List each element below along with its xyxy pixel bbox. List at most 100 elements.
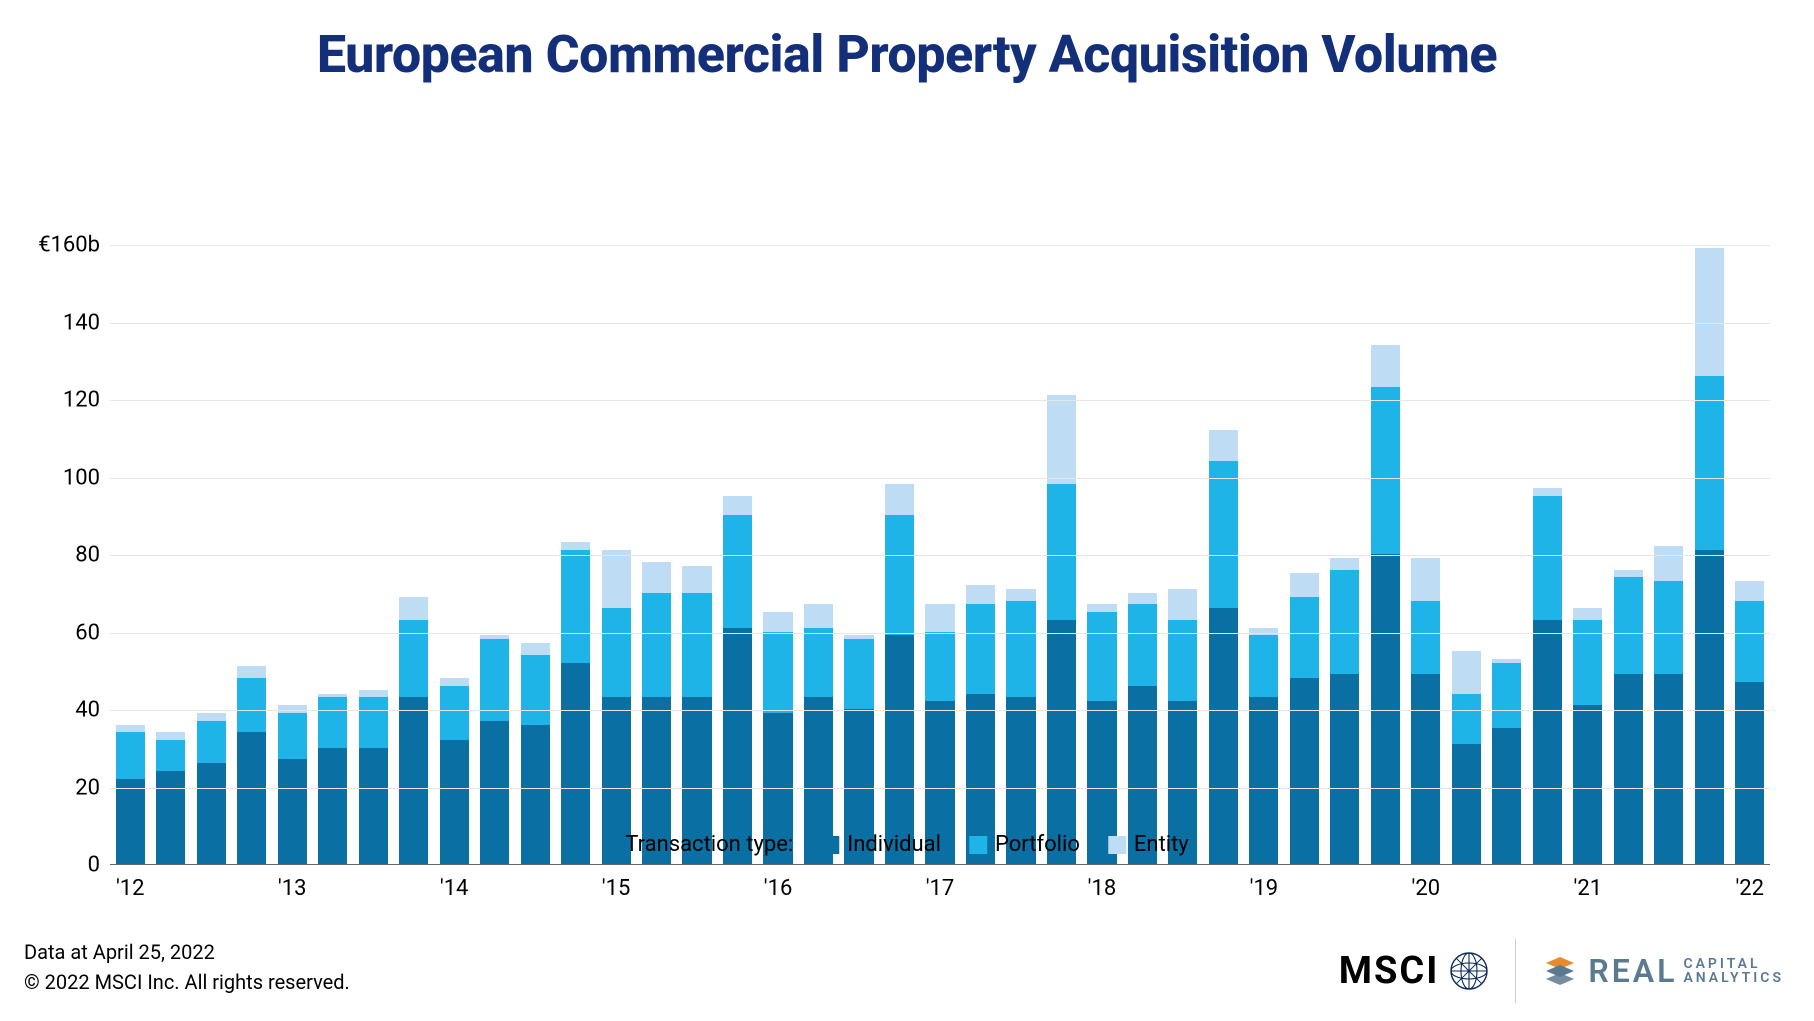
bar-segment-entity <box>480 635 509 639</box>
gridline <box>110 323 1770 324</box>
bar-segment-portfolio <box>440 686 469 740</box>
legend-item-portfolio: Portfolio <box>969 832 1080 857</box>
gridline <box>110 400 1770 401</box>
bar-segment-portfolio <box>1452 694 1481 744</box>
bar-segment-entity <box>1492 659 1521 663</box>
bar-segment-entity <box>1209 430 1238 461</box>
bar-segment-individual <box>561 663 590 865</box>
x-tick-label: '22 <box>1735 864 1764 901</box>
bar-segment-portfolio <box>156 740 185 771</box>
bar-segment-entity <box>521 643 550 655</box>
bar-segment-entity <box>966 585 995 604</box>
bar-segment-entity <box>682 566 711 593</box>
bar-segment-individual <box>237 732 266 864</box>
bar-segment-portfolio <box>1614 577 1643 674</box>
x-tick-label: '16 <box>764 864 793 901</box>
bar-segment-portfolio <box>521 655 550 725</box>
bar-segment-portfolio <box>1128 604 1157 685</box>
bar-segment-portfolio <box>1087 612 1116 701</box>
bar-segment-individual <box>1330 674 1359 864</box>
bar-segment-individual <box>1047 620 1076 864</box>
bar-segment-individual <box>440 740 469 864</box>
bar-segment-portfolio <box>399 620 428 698</box>
y-tick-label: 0 <box>88 853 110 878</box>
bar-segment-entity <box>1290 573 1319 596</box>
bar-segment-individual <box>399 697 428 864</box>
gridline <box>110 555 1770 556</box>
bar-segment-portfolio <box>1695 376 1724 550</box>
bar-segment-individual <box>1614 674 1643 864</box>
bar-segment-individual <box>318 748 347 864</box>
bar-segment-entity <box>1573 608 1602 620</box>
bar-segment-entity <box>197 713 226 721</box>
bar-segment-individual <box>1452 744 1481 864</box>
y-tick-label: 80 <box>75 543 110 568</box>
rca-analytics: ANALYTICS <box>1683 971 1784 985</box>
bar-segment-portfolio <box>1330 570 1359 675</box>
bar-segment-portfolio <box>359 697 388 747</box>
bar-segment-individual <box>1249 697 1278 864</box>
bar-segment-portfolio <box>966 604 995 693</box>
bar-segment-portfolio <box>318 697 347 747</box>
bar-segment-portfolio <box>1006 601 1035 698</box>
bar-segment-entity <box>1452 651 1481 694</box>
footer-logos: MSCI REAL CAPITAL ANALYTICS <box>1339 939 1784 1003</box>
rca-real: REAL <box>1588 952 1677 990</box>
msci-logo-text: MSCI <box>1339 949 1440 993</box>
bar-segment-entity <box>1533 488 1562 496</box>
bar-segment-individual <box>723 628 752 864</box>
x-tick-label: '18 <box>1088 864 1117 901</box>
bar-segment-entity <box>116 725 145 733</box>
bar-segment-individual <box>480 721 509 864</box>
bar-segment-portfolio <box>237 678 266 732</box>
bar-segment-individual <box>1290 678 1319 864</box>
bar-segment-entity <box>278 705 307 713</box>
x-tick-label: '19 <box>1250 864 1279 901</box>
bar-segment-portfolio <box>1654 581 1683 674</box>
rca-logo: REAL CAPITAL ANALYTICS <box>1542 952 1784 990</box>
footer-text: Data at April 25, 2022 © 2022 MSCI Inc. … <box>24 937 350 997</box>
bar-segment-entity <box>844 635 873 639</box>
bar-segment-portfolio <box>480 639 509 720</box>
bar-segment-entity <box>763 612 792 631</box>
bar-segment-entity <box>1614 570 1643 578</box>
y-tick-label: 40 <box>75 698 110 723</box>
y-tick-label: 60 <box>75 620 110 645</box>
bar-segment-portfolio <box>1533 496 1562 620</box>
bar-segment-entity <box>1047 395 1076 484</box>
legend-title: Transaction type: <box>625 832 793 857</box>
bar-segment-portfolio <box>642 593 671 698</box>
bar-segment-entity <box>561 542 590 550</box>
bar-segment-entity <box>1330 558 1359 570</box>
bar-segment-entity <box>318 694 347 698</box>
msci-logo: MSCI <box>1339 949 1490 993</box>
gridline <box>110 710 1770 711</box>
bar-segment-entity <box>1371 345 1400 388</box>
legend-swatch <box>1108 836 1126 854</box>
bar-segment-individual <box>1411 674 1440 864</box>
rca-sub: CAPITAL ANALYTICS <box>1683 957 1784 985</box>
gridline <box>110 245 1770 246</box>
bar-segment-portfolio <box>1209 461 1238 608</box>
bar-segment-portfolio <box>1411 601 1440 675</box>
bar-segment-entity <box>1735 581 1764 600</box>
rca-capital: CAPITAL <box>1683 957 1784 971</box>
bar-segment-entity <box>1411 558 1440 601</box>
bar-segment-entity <box>1654 546 1683 581</box>
bar-segment-entity <box>1249 628 1278 636</box>
legend: Transaction type: IndividualPortfolioEnt… <box>625 832 1188 857</box>
bar-segment-individual <box>116 779 145 864</box>
bar-segment-individual <box>1371 554 1400 864</box>
gridline <box>110 788 1770 789</box>
gridline <box>110 633 1770 634</box>
bar-segment-individual <box>1573 705 1602 864</box>
bar-segment-entity <box>1087 604 1116 612</box>
bar-segment-individual <box>1695 550 1724 864</box>
bar-segment-portfolio <box>885 515 914 635</box>
rca-logo-text: REAL CAPITAL ANALYTICS <box>1588 952 1784 990</box>
plot-area: 020406080100120140€160b'12'13'14'15'16'1… <box>110 245 1770 865</box>
bar-segment-individual <box>521 725 550 865</box>
bar-segment-entity <box>237 666 266 678</box>
bar-segment-portfolio <box>1290 597 1319 678</box>
chart-title: European Commercial Property Acquisition… <box>0 0 1814 85</box>
